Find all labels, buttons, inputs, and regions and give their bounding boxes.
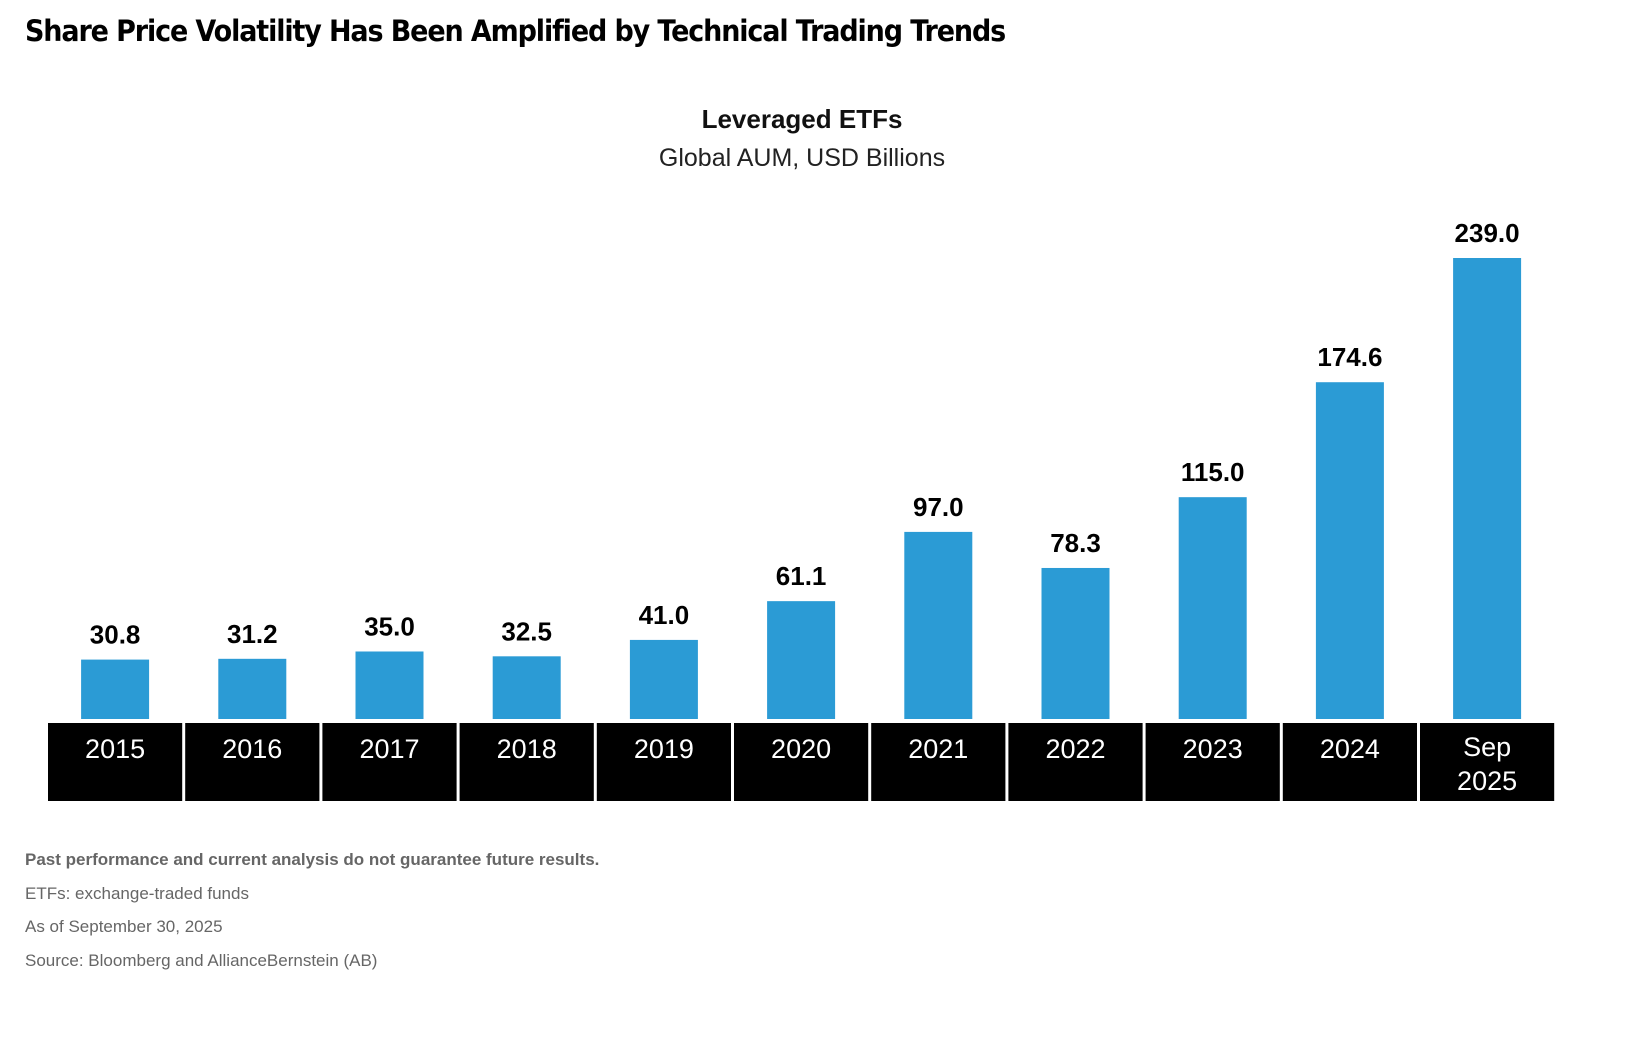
bar-chart: 30.8 2015 31.2 2016 35.0 2017 32.5 2018 41.0 2019… bbox=[48, 218, 1555, 801]
data-label: 174.6 bbox=[1317, 342, 1382, 372]
chart-subtitle: Global AUM, USD Billions bbox=[658, 144, 946, 172]
bar bbox=[81, 659, 150, 719]
category-box bbox=[1145, 723, 1280, 801]
category-box bbox=[322, 723, 457, 801]
bar bbox=[629, 639, 698, 719]
category-label: 2025 bbox=[1457, 766, 1517, 796]
category-label: 2019 bbox=[634, 734, 694, 764]
bar bbox=[767, 601, 836, 719]
category-label: 2024 bbox=[1320, 734, 1380, 764]
category-label: Sep bbox=[1463, 732, 1511, 762]
category-box bbox=[459, 723, 594, 801]
category-box bbox=[1420, 723, 1555, 801]
data-label: 31.2 bbox=[227, 619, 278, 649]
category-box bbox=[185, 723, 320, 801]
footnotes: Past performance and current analysis do… bbox=[25, 846, 599, 980]
data-label: 35.0 bbox=[364, 611, 415, 641]
data-label: 32.5 bbox=[501, 616, 552, 646]
data-label: 41.0 bbox=[639, 600, 690, 630]
as-of-date-note: As of September 30, 2025 bbox=[25, 917, 223, 936]
data-label: 78.3 bbox=[1050, 528, 1101, 558]
category-label: 2016 bbox=[222, 734, 282, 764]
category-label: 2020 bbox=[771, 734, 831, 764]
data-label: 61.1 bbox=[776, 561, 827, 591]
category-box bbox=[1282, 723, 1417, 801]
category-box bbox=[734, 723, 869, 801]
bar bbox=[492, 656, 561, 719]
bar bbox=[1453, 258, 1522, 719]
bar bbox=[1178, 497, 1247, 719]
bar bbox=[218, 658, 287, 719]
category-box bbox=[1008, 723, 1143, 801]
chart-title: Leveraged ETFs bbox=[701, 104, 903, 134]
abbreviation-note: ETFs: exchange-traded funds bbox=[25, 883, 249, 903]
bar bbox=[904, 531, 973, 719]
category-label: 2021 bbox=[908, 734, 968, 764]
category-box bbox=[596, 723, 731, 801]
bar bbox=[355, 651, 424, 719]
category-box bbox=[48, 723, 183, 801]
disclaimer-note: Past performance and current analysis do… bbox=[25, 850, 600, 869]
category-label: 2018 bbox=[497, 734, 557, 764]
data-label: 239.0 bbox=[1455, 218, 1520, 248]
category-label: 2017 bbox=[359, 734, 419, 764]
category-label: 2015 bbox=[85, 734, 145, 764]
data-label: 97.0 bbox=[913, 492, 964, 522]
category-label: 2023 bbox=[1183, 734, 1243, 764]
data-label: 115.0 bbox=[1181, 457, 1245, 487]
data-label: 30.8 bbox=[90, 620, 141, 650]
bar bbox=[1315, 382, 1384, 719]
category-box bbox=[871, 723, 1006, 801]
source-note: Source: Bloomberg and AllianceBernstein … bbox=[25, 950, 378, 970]
bar bbox=[1041, 567, 1110, 719]
category-label: 2022 bbox=[1045, 734, 1105, 764]
page-title: Share Price Volatility Has Been Amplifie… bbox=[25, 14, 1006, 48]
